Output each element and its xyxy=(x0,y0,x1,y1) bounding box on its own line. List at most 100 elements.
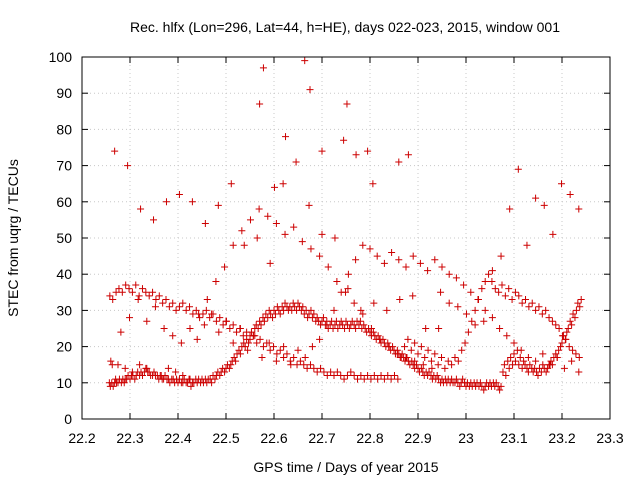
data-point xyxy=(352,325,360,332)
x-tick-label: 22.5 xyxy=(212,430,239,446)
y-tick-label: 90 xyxy=(56,85,72,101)
data-point xyxy=(340,375,348,383)
data-point xyxy=(254,325,262,332)
data-point xyxy=(451,353,459,361)
data-point xyxy=(298,238,306,246)
data-point xyxy=(313,368,321,376)
data-point xyxy=(150,368,158,376)
data-point xyxy=(503,332,511,340)
data-point xyxy=(169,332,177,340)
data-point xyxy=(526,361,534,369)
data-point xyxy=(259,64,267,72)
data-point xyxy=(347,368,355,376)
data-point xyxy=(360,321,368,329)
data-point xyxy=(540,201,548,209)
data-point xyxy=(544,364,552,372)
data-point xyxy=(542,306,550,314)
x-tick-label: 23.2 xyxy=(548,430,575,446)
y-tick-label: 30 xyxy=(56,302,72,318)
data-point xyxy=(404,151,412,159)
data-point xyxy=(342,317,350,325)
data-point xyxy=(548,317,556,325)
data-point xyxy=(149,288,157,296)
data-point xyxy=(568,321,576,329)
data-point xyxy=(269,314,277,322)
data-point xyxy=(515,292,523,300)
data-point xyxy=(344,285,352,293)
data-point xyxy=(175,303,183,311)
data-point xyxy=(229,339,237,347)
data-point xyxy=(287,361,295,369)
data-point xyxy=(380,259,388,267)
data-point xyxy=(411,339,419,347)
data-point xyxy=(480,317,488,325)
data-point xyxy=(480,386,488,394)
data-point xyxy=(281,299,289,307)
data-point xyxy=(142,288,150,296)
data-point xyxy=(292,158,300,166)
data-point xyxy=(460,281,468,289)
data-point xyxy=(569,346,577,354)
data-point xyxy=(324,263,332,271)
data-point xyxy=(145,292,153,300)
data-point xyxy=(424,267,432,275)
data-point xyxy=(266,259,274,267)
data-point xyxy=(435,325,443,332)
data-point xyxy=(279,180,287,188)
data-point xyxy=(534,372,542,380)
y-tick-label: 40 xyxy=(56,266,72,282)
data-point xyxy=(555,325,563,332)
data-point xyxy=(276,346,284,354)
data-point xyxy=(256,100,264,108)
data-point xyxy=(195,310,203,318)
y-axis-label: STEC from uqrg / TECUs xyxy=(5,159,21,317)
data-point xyxy=(188,198,196,206)
data-point xyxy=(186,325,194,332)
x-tick-label: 22.8 xyxy=(356,430,383,446)
data-point xyxy=(497,252,505,260)
data-point xyxy=(359,310,367,318)
data-point xyxy=(354,375,362,383)
data-point xyxy=(558,180,566,188)
data-point xyxy=(367,375,375,383)
data-point xyxy=(192,306,200,314)
data-point xyxy=(226,325,234,332)
data-point xyxy=(424,346,432,354)
data-point xyxy=(299,303,307,311)
data-point xyxy=(229,321,237,329)
data-point xyxy=(454,303,462,311)
data-point xyxy=(434,361,442,369)
data-point xyxy=(246,335,254,343)
data-point xyxy=(208,379,216,387)
data-point xyxy=(143,364,151,372)
data-point xyxy=(517,346,525,354)
data-point xyxy=(172,306,180,314)
data-point xyxy=(501,292,509,300)
data-point xyxy=(306,86,314,94)
data-point xyxy=(134,296,142,304)
data-point xyxy=(552,321,560,329)
data-point xyxy=(306,361,314,369)
data-point xyxy=(525,303,533,311)
data-point xyxy=(294,346,302,354)
data-point xyxy=(230,353,238,361)
data-point xyxy=(343,100,351,108)
data-point xyxy=(157,372,165,380)
y-tick-label: 80 xyxy=(56,121,72,137)
data-point xyxy=(212,277,220,285)
data-point xyxy=(121,364,129,372)
data-point xyxy=(574,299,582,307)
data-point xyxy=(109,382,117,390)
data-point xyxy=(352,256,360,264)
data-point xyxy=(535,303,543,311)
data-point xyxy=(264,212,272,220)
data-point xyxy=(296,357,304,365)
data-point xyxy=(409,292,417,300)
data-point xyxy=(310,310,318,318)
data-point xyxy=(257,321,265,329)
data-point xyxy=(330,306,338,314)
data-point xyxy=(152,296,160,304)
data-point xyxy=(441,364,449,372)
data-point xyxy=(342,288,350,296)
data-point xyxy=(256,335,264,343)
